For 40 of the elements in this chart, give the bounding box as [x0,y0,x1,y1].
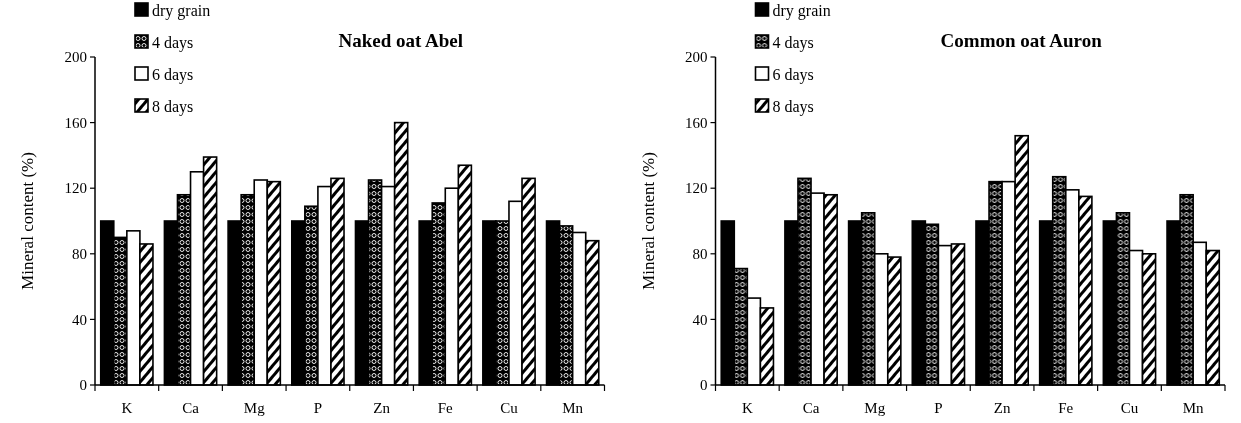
x-tick-label: Cu [1120,400,1139,416]
x-tick-label: Mn [562,400,584,416]
legend-label: 8 days [152,97,194,116]
x-tick-label: Mg [243,400,266,416]
x-tick-label: K [741,400,753,416]
x-tick-label: Ca [182,400,200,416]
y-tick-label: 80 [72,246,87,263]
y-tick-label: 0 [79,377,87,394]
y-tick-label: 120 [685,180,708,197]
x-tick-label: Zn [993,400,1011,416]
y-tick-label: 40 [72,311,87,328]
legend-label: dry grain [772,1,831,20]
y-tick-label: 120 [64,180,87,197]
chart-title: Common oat Auron [940,30,1103,51]
legend-label: 6 days [772,65,814,84]
x-tick-label: Mg [864,400,886,416]
y-tick-label: 160 [64,114,87,131]
x-tick-label: P [313,400,323,416]
chart-title: Naked oat Abel [338,30,463,51]
y-axis-title: Mineral content (%) [18,152,37,290]
x-tick-label: Fe [437,400,454,416]
x-tick-label: Ca [802,400,820,416]
x-tick-label: Zn [373,400,391,416]
y-tick-label: 80 [692,246,708,263]
y-tick-label: 40 [692,311,708,328]
y-axis-title: Mineral content (%) [638,152,658,290]
x-tick-label: Fe [1058,400,1074,416]
legend-label: 4 days [152,33,194,52]
x-tick-label: Cu [500,400,519,416]
legend-label: 4 days [772,33,814,52]
legend-label: 6 days [152,65,194,84]
legend-label: 8 days [772,97,814,116]
y-tick-label: 200 [685,49,708,66]
x-tick-label: P [934,400,943,416]
x-tick-label: K [121,400,133,416]
x-tick-label: Mn [1182,400,1205,416]
legend-label: dry grain [152,1,211,20]
y-tick-label: 160 [685,114,708,131]
y-tick-label: 0 [700,377,708,394]
y-tick-label: 200 [64,49,87,66]
